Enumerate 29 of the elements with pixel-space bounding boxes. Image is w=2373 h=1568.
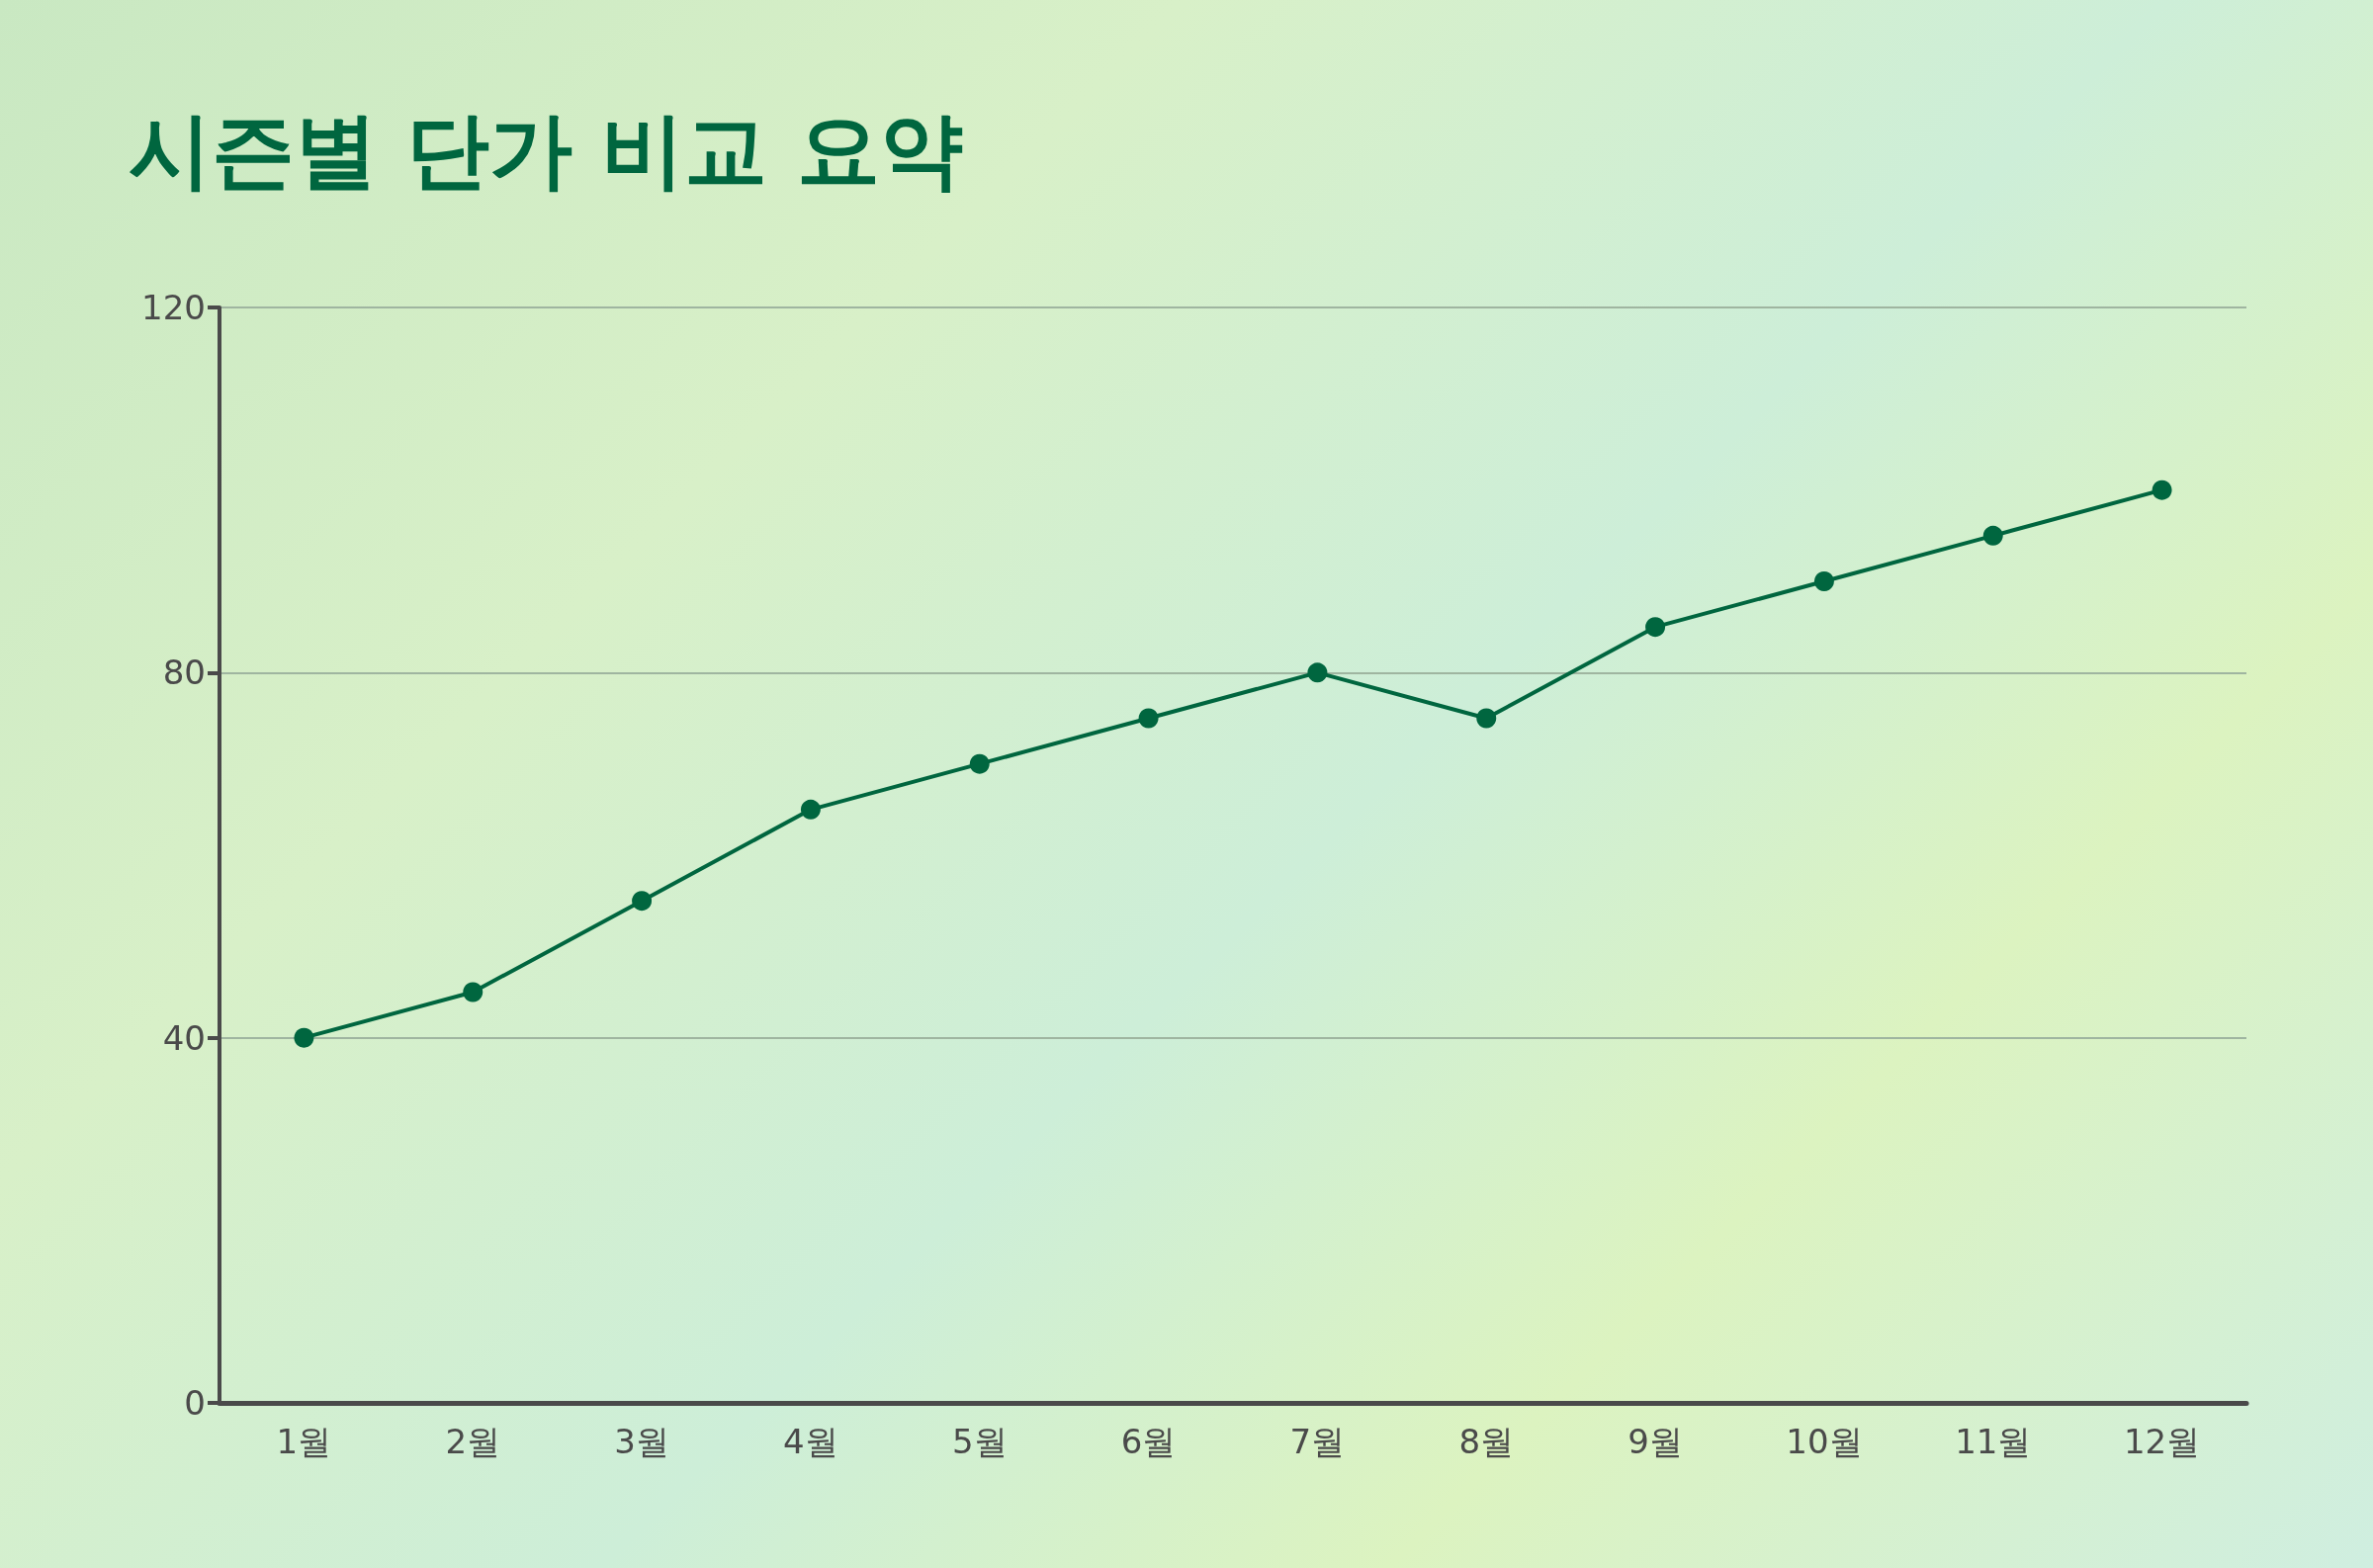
- x-tick-label: 4월: [783, 1422, 838, 1461]
- x-tick-label: 2월: [445, 1422, 501, 1461]
- point: [463, 982, 483, 1002]
- x-tick-label: 11월: [1955, 1422, 2032, 1461]
- x-tick-label: 5월: [951, 1422, 1008, 1461]
- y-tick-label: 0: [184, 1383, 206, 1423]
- x-tick-label: 3월: [614, 1422, 669, 1461]
- x-tick-label: 1월: [276, 1422, 332, 1461]
- chart-title: 시즌별 단가 비교 요약: [129, 102, 963, 199]
- point: [1307, 662, 1328, 683]
- y-tick-label: 40: [162, 1017, 206, 1058]
- x-tick-label: 6월: [1120, 1422, 1177, 1461]
- point: [800, 799, 821, 820]
- point: [1138, 708, 1159, 729]
- point: [294, 1027, 314, 1048]
- x-tick-label: 7월: [1289, 1422, 1346, 1461]
- x-tick-label: 8월: [1458, 1422, 1515, 1461]
- point: [1645, 617, 1666, 638]
- y-tick-label: 80: [162, 653, 206, 693]
- point: [969, 753, 990, 774]
- point: [1476, 708, 1497, 729]
- y-tick-label: 120: [141, 288, 206, 327]
- x-tick-label: 10월: [1786, 1422, 1863, 1461]
- point: [632, 891, 653, 912]
- point: [2152, 479, 2172, 500]
- x-tick-label: 9월: [1627, 1422, 1683, 1461]
- x-tick-label: 12월: [2123, 1422, 2201, 1461]
- point: [1982, 525, 2003, 546]
- point: [1813, 571, 1834, 591]
